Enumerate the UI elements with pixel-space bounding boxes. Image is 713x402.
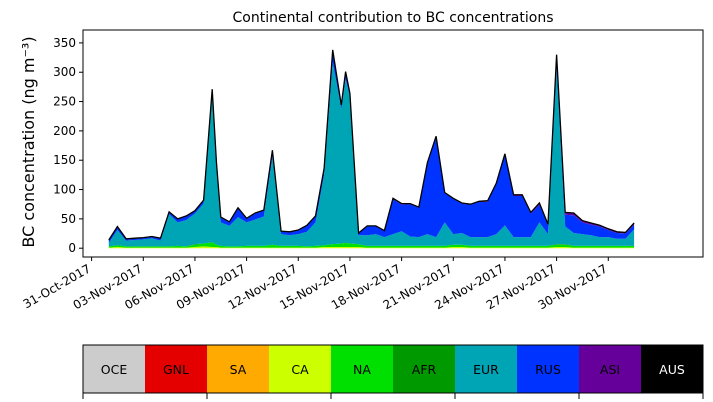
- y-tick-label: 250: [53, 95, 76, 109]
- stacked-areas: [108, 49, 635, 249]
- area-eur: [108, 62, 635, 247]
- legend-swatch-sa: [207, 345, 269, 393]
- area-ca: [108, 246, 635, 249]
- legend-label-oce: OCE: [101, 362, 128, 377]
- area-asi: [108, 49, 635, 241]
- legend-label-sa: SA: [230, 362, 247, 377]
- total-outline: [108, 49, 635, 241]
- legend-label-na: NA: [353, 362, 371, 377]
- legend-swatch-asi: [579, 345, 641, 393]
- y-tick-label: 200: [53, 124, 76, 138]
- legend-label-aus: AUS: [659, 362, 685, 377]
- legend-label-afr: AFR: [412, 362, 437, 377]
- plot-frame: [82, 29, 704, 258]
- legend-swatch-ca: [269, 345, 331, 393]
- legend-label-ca: CA: [291, 362, 309, 377]
- y-axis-label: BC concentration (ng m⁻³): [19, 36, 38, 247]
- legend-swatch-aus: [641, 345, 703, 393]
- x-axis: 31-Oct-201703-Nov-201706-Nov-201709-Nov-…: [21, 257, 610, 312]
- legend-label-gnl: GNL: [163, 362, 189, 377]
- legend-swatch-gnl: [145, 345, 207, 393]
- y-tick-label: 350: [53, 36, 76, 50]
- legend-swatch-eur: [455, 345, 517, 393]
- y-tick-label: 300: [53, 65, 76, 79]
- legend-frame: [82, 344, 704, 394]
- chart-title: Continental contribution to BC concentra…: [232, 10, 553, 26]
- legend-swatch-na: [331, 345, 393, 393]
- legend-label-asi: ASI: [600, 362, 620, 377]
- legend-swatch-rus: [517, 345, 579, 393]
- legend-swatch-oce: [83, 345, 145, 393]
- area-na: [108, 242, 635, 248]
- area-rus: [108, 50, 635, 243]
- legend-label-rus: RUS: [535, 362, 561, 377]
- legend-colorbar: OCE GNL SA CA NA AFR EUR RUS ASI AUS: [82, 344, 704, 399]
- y-axis: 0 50 100 150 200 250 300 350: [53, 36, 83, 255]
- y-tick-label: 0: [68, 241, 76, 255]
- legend-swatch-afr: [393, 345, 455, 393]
- y-tick-label: 150: [53, 153, 76, 167]
- y-tick-label: 100: [53, 183, 76, 197]
- y-tick-label: 50: [61, 212, 76, 226]
- legend-label-eur: EUR: [473, 362, 499, 377]
